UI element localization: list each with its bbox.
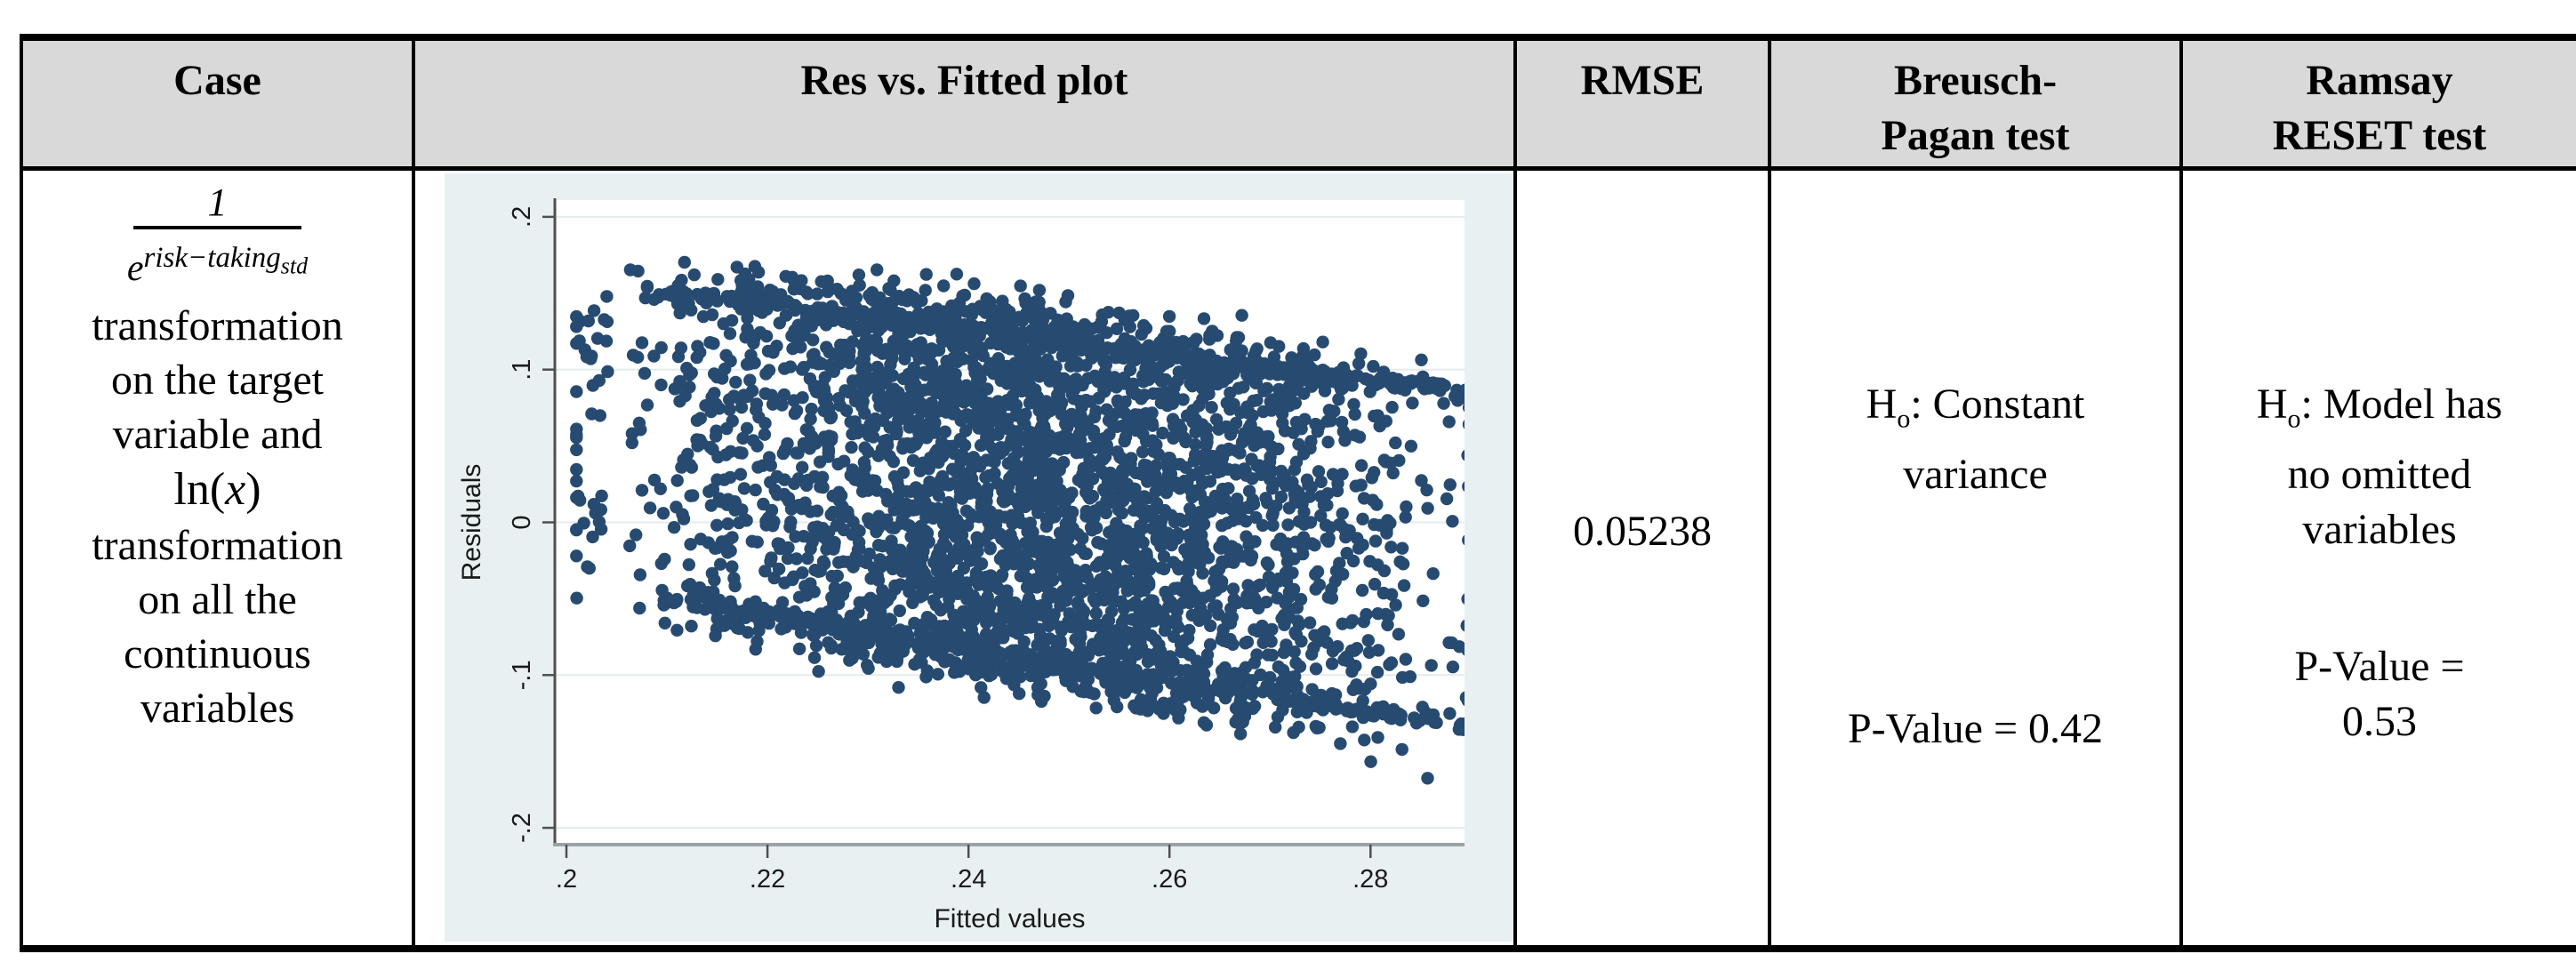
case-text-line: continuous (124, 630, 311, 677)
header-breusch-pagan: Breusch- Pagan test (1768, 41, 2179, 166)
cell-ramsay-reset: Ho: Model has no omitted variables P-Val… (2179, 171, 2576, 945)
case-text-line: on all the (138, 576, 297, 623)
rmse-value: 0.05238 (1573, 508, 1712, 555)
cell-rmse: 0.05238 (1513, 171, 1768, 945)
cell-case: 1 erisk−takingstd transformation on the … (20, 171, 412, 945)
results-table: Case Res vs. Fitted plot RMSE Breusch- P… (20, 34, 2576, 952)
header-reset-line2: RESET test (2272, 112, 2487, 159)
residuals-vs-fitted-figure: .2 .1 0 -.1 -.2 .2 .22 .24 .26 .28 Fitted values Re… (445, 173, 1513, 942)
svg-text:.2: .2 (556, 865, 577, 894)
cell-res-vs-fitted-plot: .2 .1 0 -.1 -.2 .2 .22 .24 .26 .28 Fitted values Re… (412, 171, 1513, 945)
svg-text:.22: .22 (750, 865, 785, 894)
svg-text:.28: .28 (1352, 865, 1388, 894)
case-text-line: transformation (92, 522, 343, 569)
header-rmse-label: RMSE (1580, 57, 1705, 104)
svg-text:.24: .24 (951, 865, 986, 894)
table-body-row: 1 erisk−takingstd transformation on the … (20, 171, 2576, 945)
formula-numerator: 1 (133, 181, 301, 229)
svg-text:.2: .2 (508, 206, 536, 228)
header-bp-line2: Pagan test (1881, 112, 2070, 159)
header-plot: Res vs. Fitted plot (412, 41, 1513, 166)
header-reset-line1: Ramsay (2306, 57, 2453, 104)
header-plot-label: Res vs. Fitted plot (800, 57, 1128, 104)
svg-text:-.1: -.1 (508, 660, 536, 690)
scatter-points (570, 255, 1465, 785)
header-case: Case (20, 41, 412, 166)
case-text-line: variable and (112, 411, 323, 458)
svg-text:0: 0 (508, 515, 536, 529)
bp-null-hypothesis: Ho: Constant variance (1866, 381, 2085, 498)
svg-text:.1: .1 (508, 359, 536, 381)
residuals-scatter-plot: .2 .1 0 -.1 -.2 .2 .22 .24 .26 .28 Fitted values Re… (457, 198, 1465, 934)
case-text-line: transformation (92, 302, 343, 349)
header-ramsay-reset: Ramsay RESET test (2179, 41, 2576, 166)
cell-breusch-pagan: Ho: Constant variance P-Value = 0.42 (1768, 171, 2179, 945)
case-text-line: variables (140, 685, 295, 732)
svg-text:Fitted values: Fitted values (934, 904, 1085, 934)
header-rmse: RMSE (1513, 41, 1768, 166)
header-case-label: Case (173, 57, 261, 104)
bp-pvalue: P-Value = 0.42 (1847, 704, 2104, 752)
table-header-row: Case Res vs. Fitted plot RMSE Breusch- P… (20, 41, 2576, 171)
header-bp-line1: Breusch- (1893, 57, 2058, 104)
case-ln-formula: ln(x) (173, 464, 261, 515)
svg-text:Residuals: Residuals (457, 464, 486, 581)
svg-text:-.2: -.2 (508, 813, 536, 843)
case-text-line: on the target (110, 357, 325, 404)
reset-null-hypothesis: Ho: Model has no omitted variables (2256, 381, 2503, 553)
svg-text:.26: .26 (1152, 865, 1187, 894)
reset-pvalue: P-Value = 0.53 (2294, 642, 2465, 745)
case-formula-fraction: 1 erisk−takingstd (120, 181, 315, 293)
formula-denominator: erisk−takingstd (126, 242, 309, 289)
